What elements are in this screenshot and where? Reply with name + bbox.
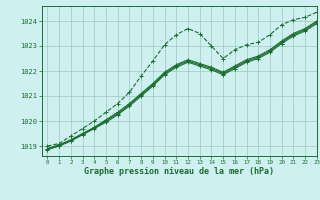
X-axis label: Graphe pression niveau de la mer (hPa): Graphe pression niveau de la mer (hPa) xyxy=(84,167,274,176)
